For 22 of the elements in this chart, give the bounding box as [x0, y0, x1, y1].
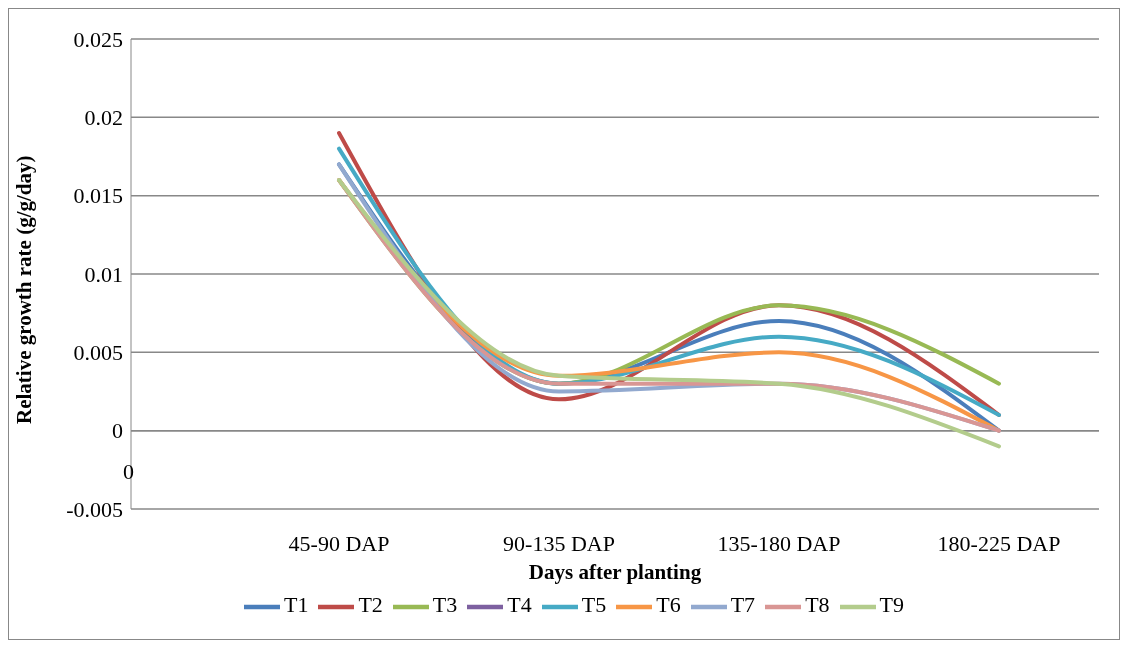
legend-label: T4 [507, 592, 532, 618]
legend-label: T7 [730, 592, 756, 618]
x-tick-label: 135-180 DAP [717, 530, 841, 556]
y-tick-label: 0.01 [84, 261, 123, 287]
y-tick-label: 0.025 [73, 26, 123, 52]
legend-label: T5 [581, 592, 607, 618]
x-tick-label: 180-225 DAP [937, 530, 1061, 556]
y-tick-label: -0.005 [66, 496, 123, 522]
legend-label: T6 [656, 592, 681, 618]
y-tick-label: 0.02 [84, 105, 123, 131]
y-tick-label: 0.015 [73, 183, 123, 209]
y-tick-label: 0 [112, 418, 123, 444]
x-tick-label: 90-135 DAP [503, 530, 615, 556]
x-tick-label: 45-90 DAP [288, 530, 390, 556]
legend-label: T1 [283, 592, 309, 618]
legend-label: T8 [805, 592, 830, 618]
y-axis-title: Relative growth rate (g/g/day) [12, 155, 37, 424]
legend-label: T2 [358, 592, 383, 618]
x-axis-title: Days after planting [528, 560, 702, 584]
legend-label: T3 [432, 592, 458, 618]
legend-label: T9 [879, 592, 905, 618]
y-tick-label: 0.005 [73, 340, 123, 366]
